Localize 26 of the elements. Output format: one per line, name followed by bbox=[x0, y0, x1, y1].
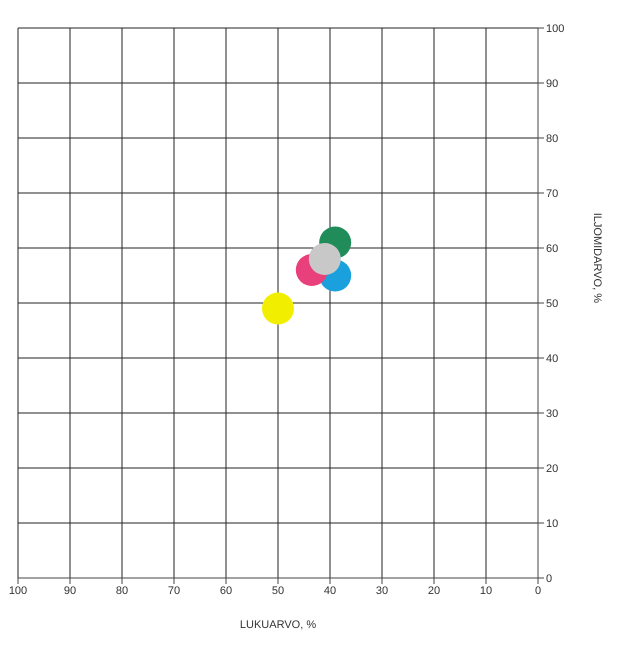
x-tick-label: 50 bbox=[272, 584, 284, 597]
point bbox=[308, 243, 341, 275]
y-tick-label: 80 bbox=[546, 132, 558, 145]
y-tick-label: 60 bbox=[546, 242, 558, 255]
x-tick-label: 10 bbox=[480, 584, 492, 597]
x-axis-title: LUKUARVO, % bbox=[240, 619, 316, 631]
x-tick-label: 20 bbox=[428, 584, 440, 597]
y-tick-label: 10 bbox=[546, 518, 558, 530]
y-tick-label: 100 bbox=[546, 22, 564, 35]
y-tick-label: 90 bbox=[546, 78, 558, 90]
x-tick-label: 40 bbox=[324, 584, 336, 597]
y-tick-label: 30 bbox=[546, 408, 558, 420]
y-tick-label: 40 bbox=[546, 352, 558, 365]
x-tick-label: 90 bbox=[64, 584, 76, 597]
y-tick-label: 50 bbox=[546, 298, 558, 310]
x-tick-label: 60 bbox=[220, 584, 232, 597]
x-tick-label: 0 bbox=[534, 584, 542, 597]
x-tick-label: 70 bbox=[168, 584, 180, 597]
x-tick-label: 100 bbox=[8, 584, 28, 597]
x-tick-label: 80 bbox=[116, 584, 128, 597]
y-axis-title: ILJOMIDARVO, % bbox=[591, 212, 604, 304]
point bbox=[262, 292, 294, 324]
y-tick-label: 70 bbox=[546, 188, 558, 200]
y-tick-label: 20 bbox=[546, 462, 558, 475]
y-tick-label: 0 bbox=[546, 572, 552, 585]
x-tick-label: 30 bbox=[376, 584, 388, 597]
